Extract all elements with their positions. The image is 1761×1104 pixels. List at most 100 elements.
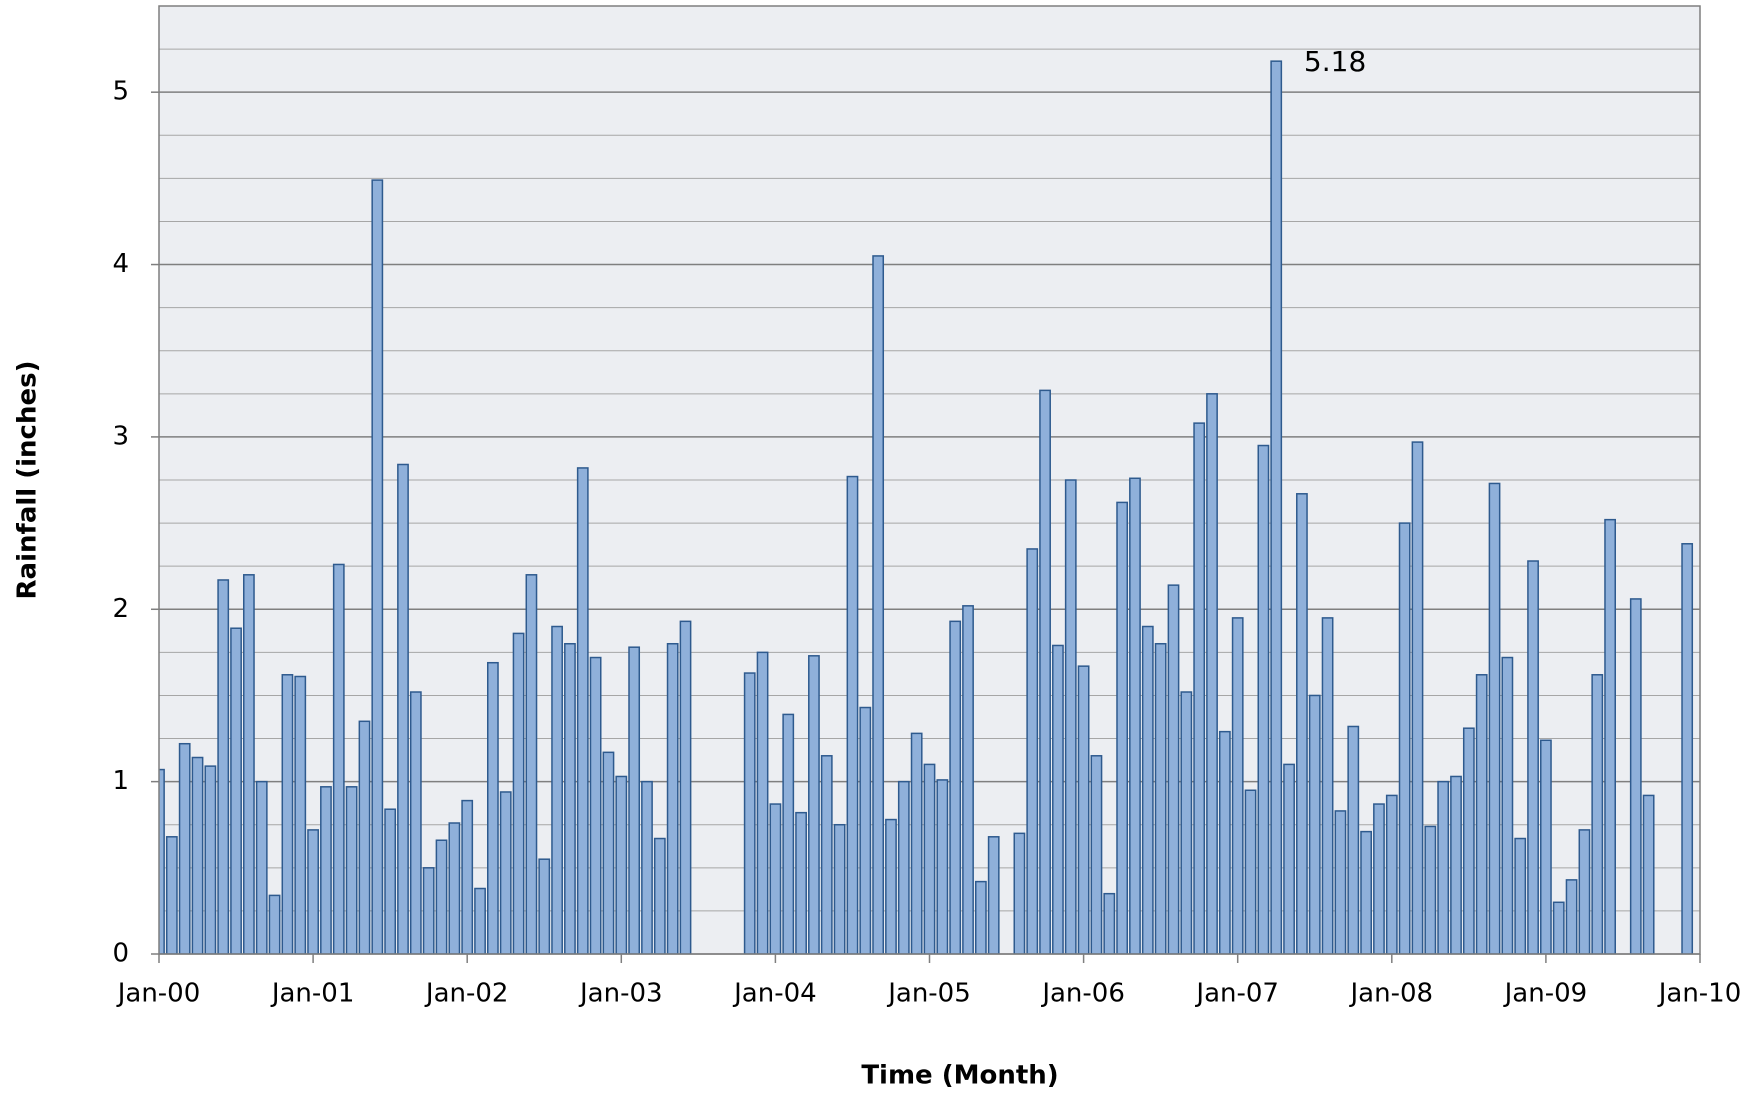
- x-tick-label: Jan-04: [732, 979, 817, 1009]
- bar: [255, 780, 268, 954]
- bar: [1552, 901, 1565, 954]
- bar: [1218, 730, 1231, 954]
- bar: [756, 651, 769, 954]
- bar: [1026, 548, 1039, 954]
- bar: [936, 779, 949, 954]
- bar: [243, 574, 255, 954]
- bar: [1411, 441, 1424, 954]
- bar: [1578, 829, 1591, 954]
- bar: [1090, 755, 1103, 954]
- bar: [384, 808, 397, 954]
- bar: [910, 732, 923, 954]
- bar: [962, 605, 974, 954]
- bar: [885, 818, 897, 954]
- bar: [474, 887, 486, 954]
- bar: [1116, 501, 1129, 954]
- bar: [1077, 665, 1090, 954]
- bar: [743, 672, 756, 954]
- bar: [1565, 879, 1578, 954]
- x-tick-label: Jan-07: [1194, 979, 1279, 1009]
- bar: [1180, 691, 1193, 954]
- bar: [204, 765, 217, 954]
- bar: [1154, 642, 1167, 954]
- bar: [1334, 810, 1347, 954]
- bar: [820, 755, 833, 954]
- bar: [641, 780, 653, 954]
- bar: [1193, 422, 1206, 954]
- bar: [1347, 725, 1360, 954]
- bar: [1283, 763, 1295, 954]
- bar: [1437, 780, 1450, 954]
- bar: [795, 811, 807, 954]
- bar: [230, 627, 242, 954]
- bar: [564, 642, 576, 954]
- bar: [486, 661, 499, 954]
- bar: [1039, 389, 1051, 954]
- x-tick-label: Jan-01: [270, 979, 355, 1009]
- bar: [178, 742, 191, 954]
- x-tick-label: Jan-08: [1349, 979, 1434, 1009]
- bar: [1167, 584, 1180, 954]
- y-tick-label: 4: [112, 249, 129, 279]
- bar: [525, 574, 538, 954]
- y-axis-label: Rainfall (inches): [13, 361, 43, 600]
- bar: [1257, 444, 1270, 954]
- bar: [294, 675, 307, 954]
- bar: [1450, 775, 1462, 954]
- x-tick-label: Jan-05: [886, 979, 971, 1009]
- bar: [872, 255, 885, 954]
- bar: [666, 642, 679, 954]
- bar: [1424, 825, 1437, 954]
- bar: [1385, 794, 1398, 954]
- bar: [1103, 892, 1116, 954]
- bar: [461, 799, 474, 954]
- x-tick-label: Jan-00: [116, 979, 201, 1009]
- bar: [1129, 477, 1141, 954]
- bar: [499, 791, 512, 954]
- bar: [159, 768, 165, 954]
- bar: [307, 829, 319, 954]
- bar: [1013, 832, 1026, 954]
- bar: [448, 822, 461, 954]
- bar: [628, 646, 641, 954]
- bar: [1398, 522, 1411, 954]
- bar: [1064, 479, 1077, 954]
- bar: [1321, 617, 1334, 954]
- bar: [345, 786, 358, 954]
- bar: [1514, 837, 1527, 954]
- y-tick-label: 0: [112, 939, 129, 969]
- bar: [987, 836, 1000, 954]
- bar: [332, 563, 345, 954]
- bar: [679, 620, 692, 954]
- bar: [1501, 656, 1514, 954]
- bar: [281, 674, 294, 954]
- bar: [846, 475, 859, 954]
- y-tick-label: 2: [112, 594, 129, 624]
- bar: [551, 625, 563, 954]
- bar: [1604, 518, 1616, 954]
- x-tick-label: Jan-03: [578, 979, 663, 1009]
- bar: [974, 880, 987, 954]
- bar: [1540, 739, 1552, 954]
- bar: [1296, 493, 1308, 954]
- bar: [576, 467, 589, 954]
- bar: [1475, 674, 1488, 954]
- bar: [1629, 598, 1642, 954]
- bar: [602, 751, 615, 954]
- bar: [1231, 617, 1244, 954]
- bar: [949, 620, 962, 954]
- bar: [1360, 830, 1373, 954]
- x-tick-label: Jan-10: [1657, 979, 1742, 1009]
- y-tick-label: 3: [112, 421, 129, 451]
- bar: [1488, 482, 1501, 954]
- bar: [769, 803, 782, 954]
- bar: [1642, 794, 1655, 954]
- bar: [808, 655, 820, 954]
- bar: [897, 780, 910, 954]
- bar: [1141, 625, 1154, 954]
- y-tick-label: 1: [112, 766, 129, 796]
- bar: [409, 691, 422, 954]
- bar: [422, 867, 435, 954]
